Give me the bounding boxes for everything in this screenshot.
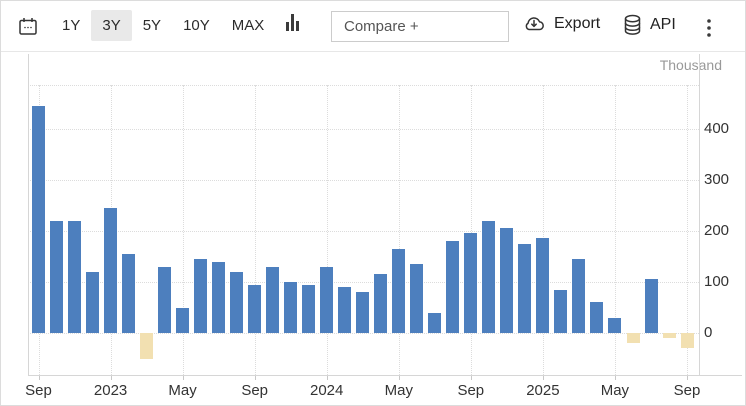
calendar-button[interactable]: [14, 13, 42, 41]
bar-may-2023[interactable]: [176, 307, 190, 334]
bar-jul-2025[interactable]: [644, 279, 658, 334]
bar-nov-2023[interactable]: [284, 281, 298, 333]
x-axis-tick: [614, 375, 616, 380]
bar-sep-2022[interactable]: [32, 105, 45, 334]
bar-jun-2023[interactable]: [194, 258, 208, 334]
x-axis-tick-label: Sep: [457, 382, 485, 399]
bar-sep-2024[interactable]: [464, 233, 478, 333]
x-gridline: [687, 85, 688, 375]
x-axis-tick: [687, 375, 688, 380]
x-axis-tick: [470, 375, 472, 380]
bar-nov-2022[interactable]: [68, 220, 81, 333]
range-5y-button[interactable]: 5Y: [132, 10, 172, 41]
bar-jan-2025[interactable]: [536, 238, 550, 333]
bar-feb-2024[interactable]: [338, 287, 352, 333]
chart-toolbar: 1Y 3Y 5Y 10Y MAX Export: [1, 1, 745, 52]
bar-oct-2024[interactable]: [482, 220, 496, 333]
bar-jul-2024[interactable]: [428, 312, 442, 334]
bar-mar-2024[interactable]: [356, 292, 370, 333]
y-axis-tick-label: 300: [704, 170, 730, 188]
export-button[interactable]: Export: [522, 14, 600, 33]
y-axis-tick-label: 400: [704, 119, 730, 137]
bar-apr-2025[interactable]: [590, 302, 604, 334]
bar-sep-2025[interactable]: [680, 333, 694, 349]
bar-may-2024[interactable]: [392, 248, 406, 334]
calendar-icon: [16, 15, 40, 39]
database-icon: [623, 14, 642, 36]
x-axis-tick-label: 2024: [310, 382, 344, 399]
bar-nov-2024[interactable]: [500, 228, 514, 334]
x-axis-tick-label: Sep: [673, 382, 701, 399]
bar-apr-2023[interactable]: [158, 266, 172, 334]
bar-jul-2023[interactable]: [212, 261, 226, 334]
bar-jan-2023[interactable]: [104, 207, 118, 334]
bar-aug-2024[interactable]: [446, 241, 460, 334]
bar-mar-2023[interactable]: [140, 333, 154, 359]
y-axis-unit-label: Thousand: [659, 57, 722, 73]
x-axis-tick: [110, 375, 112, 380]
bar-aug-2023[interactable]: [230, 271, 244, 334]
y-axis-tick-label: 0: [704, 324, 713, 342]
x-axis-tick: [542, 375, 544, 380]
bar-aug-2025[interactable]: [662, 333, 676, 339]
y-axis-line-right: [699, 54, 700, 375]
bar-oct-2022[interactable]: [50, 220, 63, 333]
x-axis-tick-label: Sep: [241, 382, 269, 399]
x-axis-tick: [38, 375, 40, 380]
compare-input[interactable]: [331, 11, 509, 42]
bar-jun-2024[interactable]: [410, 264, 424, 333]
api-button[interactable]: API: [623, 14, 676, 36]
x-axis-tick-label: May: [600, 382, 630, 399]
x-axis-tick: [254, 375, 256, 380]
x-axis-tick-label: 2025: [526, 382, 560, 399]
y-gridline: [28, 179, 699, 181]
x-axis-line: [28, 375, 742, 376]
bar-jun-2025[interactable]: [626, 333, 640, 344]
x-axis-tick-label: May: [168, 382, 197, 399]
bar-apr-2024[interactable]: [374, 274, 388, 333]
bar-dec-2024[interactable]: [518, 243, 532, 334]
range-1y-button[interactable]: 1Y: [51, 10, 91, 41]
y-axis-line-left: [28, 54, 29, 375]
bar-may-2025[interactable]: [608, 317, 622, 333]
bar-feb-2023[interactable]: [122, 253, 136, 334]
range-3y-button[interactable]: 3Y: [91, 10, 132, 41]
bar-sep-2023[interactable]: [248, 284, 262, 334]
x-axis-tick: [182, 375, 184, 380]
bar-feb-2025[interactable]: [554, 289, 568, 334]
x-axis-tick-label: 2023: [93, 382, 128, 399]
kebab-menu-icon: [706, 17, 712, 39]
bar-dec-2022[interactable]: [86, 271, 99, 334]
y-axis-tick-label: 200: [704, 221, 730, 239]
more-options-button[interactable]: [704, 15, 714, 41]
column-chart-icon: [286, 14, 299, 31]
range-selector: 1Y 3Y 5Y 10Y MAX: [51, 10, 275, 41]
plot-top-border: [28, 85, 699, 86]
y-gridline: [28, 128, 699, 130]
range-max-button[interactable]: MAX: [221, 10, 276, 41]
y-gridline: [28, 230, 699, 232]
bar-dec-2023[interactable]: [302, 284, 316, 334]
x-axis-tick-label: May: [384, 382, 413, 399]
chart-type-button[interactable]: [284, 14, 301, 33]
range-10y-button[interactable]: 10Y: [172, 10, 221, 41]
x-axis-tick: [398, 375, 400, 380]
bar-oct-2023[interactable]: [266, 266, 280, 334]
bar-jan-2024[interactable]: [320, 266, 334, 334]
api-label: API: [650, 16, 676, 33]
y-axis-tick-label: 100: [704, 272, 730, 290]
x-axis-tick: [326, 375, 328, 380]
cloud-download-icon: [522, 14, 546, 33]
y-gridline: [28, 333, 699, 335]
export-label: Export: [554, 14, 601, 32]
bar-mar-2025[interactable]: [572, 258, 586, 334]
x-axis-tick-label: Sep: [25, 382, 52, 399]
